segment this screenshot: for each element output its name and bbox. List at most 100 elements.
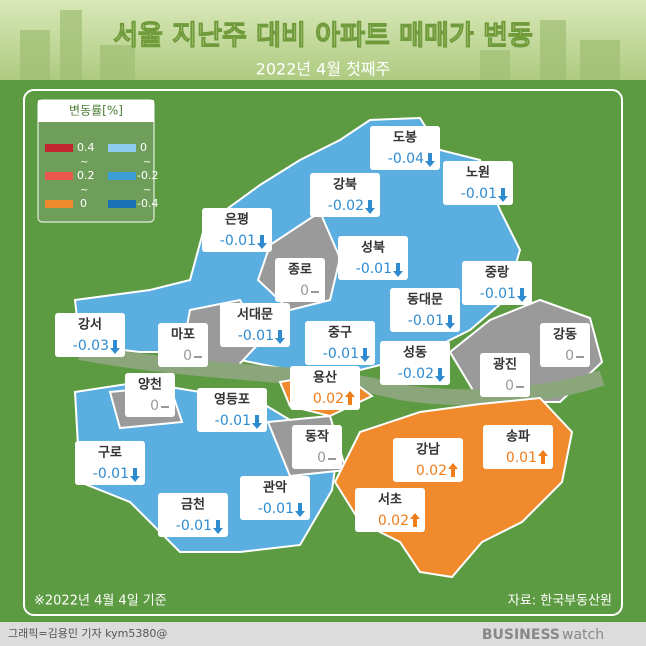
district-name: 구로 bbox=[98, 446, 122, 461]
district-name: 도봉 bbox=[393, 131, 417, 146]
legend-sep: ~ bbox=[143, 157, 151, 168]
down-arrow bbox=[257, 235, 267, 249]
district-name: 동작 bbox=[305, 429, 329, 445]
district-name: 강남 bbox=[416, 442, 440, 458]
down-arrow bbox=[295, 503, 305, 517]
down-arrow bbox=[445, 315, 455, 329]
label-box bbox=[380, 341, 450, 385]
district-name: 마포 bbox=[171, 327, 195, 343]
district-value: -0.01 bbox=[461, 186, 497, 202]
down-arrow bbox=[498, 188, 508, 202]
down-arrow bbox=[275, 330, 285, 344]
district-name: 중구 bbox=[328, 326, 352, 341]
legend-title: 변동률[%] bbox=[69, 104, 123, 118]
down-arrow bbox=[365, 200, 375, 214]
label-box bbox=[338, 236, 408, 280]
title: 서울 지난주 대비 아파트 매매가 변동 bbox=[113, 21, 533, 52]
district-value: 0 bbox=[300, 283, 309, 299]
credit: 그래픽=김용민 기자 kym5380@ bbox=[8, 627, 167, 640]
district-name: 광진 bbox=[493, 357, 517, 373]
district-name: 용산 bbox=[313, 370, 337, 386]
district-value: -0.01 bbox=[323, 346, 359, 362]
district-value: 0.02 bbox=[416, 463, 447, 479]
district-name: 송파 bbox=[506, 430, 530, 445]
legend-label: -0.4 bbox=[137, 197, 158, 210]
district-value: -0.01 bbox=[258, 501, 294, 517]
district-name: 종로 bbox=[288, 263, 312, 278]
label-box bbox=[240, 476, 310, 520]
note: ※2022년 4월 4일 기준 bbox=[34, 594, 167, 609]
down-arrow bbox=[130, 468, 140, 482]
label-box bbox=[55, 313, 125, 357]
district-name: 관악 bbox=[263, 480, 287, 496]
down-arrow bbox=[360, 348, 370, 362]
label-box bbox=[390, 288, 460, 332]
label-box bbox=[393, 438, 463, 482]
district-name: 서초 bbox=[378, 493, 402, 508]
legend-sep: ~ bbox=[80, 185, 88, 196]
logo: watch bbox=[562, 627, 604, 643]
district-value: 0 bbox=[183, 348, 192, 364]
district-name: 영등포 bbox=[214, 393, 250, 408]
label-box bbox=[158, 493, 228, 537]
label-box bbox=[197, 388, 267, 432]
label-box bbox=[290, 366, 360, 410]
district-name: 서대문 bbox=[237, 308, 273, 323]
subtitle: 2022년 4월 첫째주 bbox=[256, 60, 391, 79]
district-value: -0.01 bbox=[215, 413, 251, 429]
label-box bbox=[75, 441, 145, 485]
district-value: -0.01 bbox=[480, 286, 516, 302]
frame bbox=[23, 89, 623, 616]
legend-sep: ~ bbox=[143, 185, 151, 196]
district-name: 양천 bbox=[138, 378, 162, 393]
label-box bbox=[220, 303, 290, 347]
legend-label: 0.4 bbox=[77, 141, 95, 154]
district-labels: 도봉 -0.04 노원 -0.01 강북 -0.02 은평 -0.01 성북 -0.01 종로 0 중랑… bbox=[55, 126, 590, 537]
district-name: 중랑 bbox=[485, 266, 509, 281]
legend-sep: ~ bbox=[80, 157, 88, 168]
up-arrow bbox=[538, 450, 548, 464]
label-box bbox=[483, 425, 553, 469]
district-value: -0.01 bbox=[356, 261, 392, 277]
label-box bbox=[370, 126, 440, 170]
down-arrow bbox=[393, 263, 403, 277]
down-arrow bbox=[252, 415, 262, 429]
label-box bbox=[202, 208, 272, 252]
district-name: 강서 bbox=[78, 317, 102, 333]
district-name: 강북 bbox=[333, 177, 357, 193]
logo: BUSINESS bbox=[482, 627, 560, 643]
legend-label: 0.2 bbox=[77, 169, 95, 182]
legend: 변동률[%] 0.4 ~ 0.2 ~ 0 0 ~ -0.2 ~ -0.4 bbox=[37, 99, 158, 223]
district-name: 금천 bbox=[181, 498, 205, 513]
district-value: -0.01 bbox=[220, 233, 256, 249]
district-value: -0.01 bbox=[238, 328, 274, 344]
district-value: -0.01 bbox=[408, 313, 444, 329]
district-value: 0.01 bbox=[506, 450, 537, 466]
label-box bbox=[443, 161, 513, 205]
label-box bbox=[310, 173, 380, 217]
district-value: 0 bbox=[317, 450, 326, 466]
district-name: 강동 bbox=[553, 327, 577, 343]
district-value: -0.01 bbox=[176, 518, 212, 534]
up-arrow bbox=[345, 391, 355, 405]
label-box bbox=[462, 261, 532, 305]
district-value: -0.03 bbox=[73, 338, 109, 354]
district-value: 0 bbox=[150, 398, 159, 414]
legend-label: 0 bbox=[80, 197, 87, 210]
footer-bar bbox=[0, 622, 646, 646]
district-value: -0.04 bbox=[388, 151, 424, 167]
down-arrow bbox=[110, 340, 120, 354]
district-name: 성북 bbox=[361, 241, 385, 256]
down-arrow bbox=[425, 153, 435, 167]
label-box bbox=[355, 488, 425, 532]
source: 자료: 한국부동산원 bbox=[508, 594, 612, 609]
district-value: -0.01 bbox=[93, 466, 129, 482]
district-name: 성동 bbox=[403, 346, 427, 361]
district-value: 0 bbox=[505, 378, 514, 394]
label-box bbox=[305, 321, 375, 365]
district-name: 은평 bbox=[225, 212, 249, 228]
legend-label: -0.2 bbox=[137, 169, 158, 182]
down-arrow bbox=[213, 520, 223, 534]
legend-label: 0 bbox=[140, 141, 147, 154]
